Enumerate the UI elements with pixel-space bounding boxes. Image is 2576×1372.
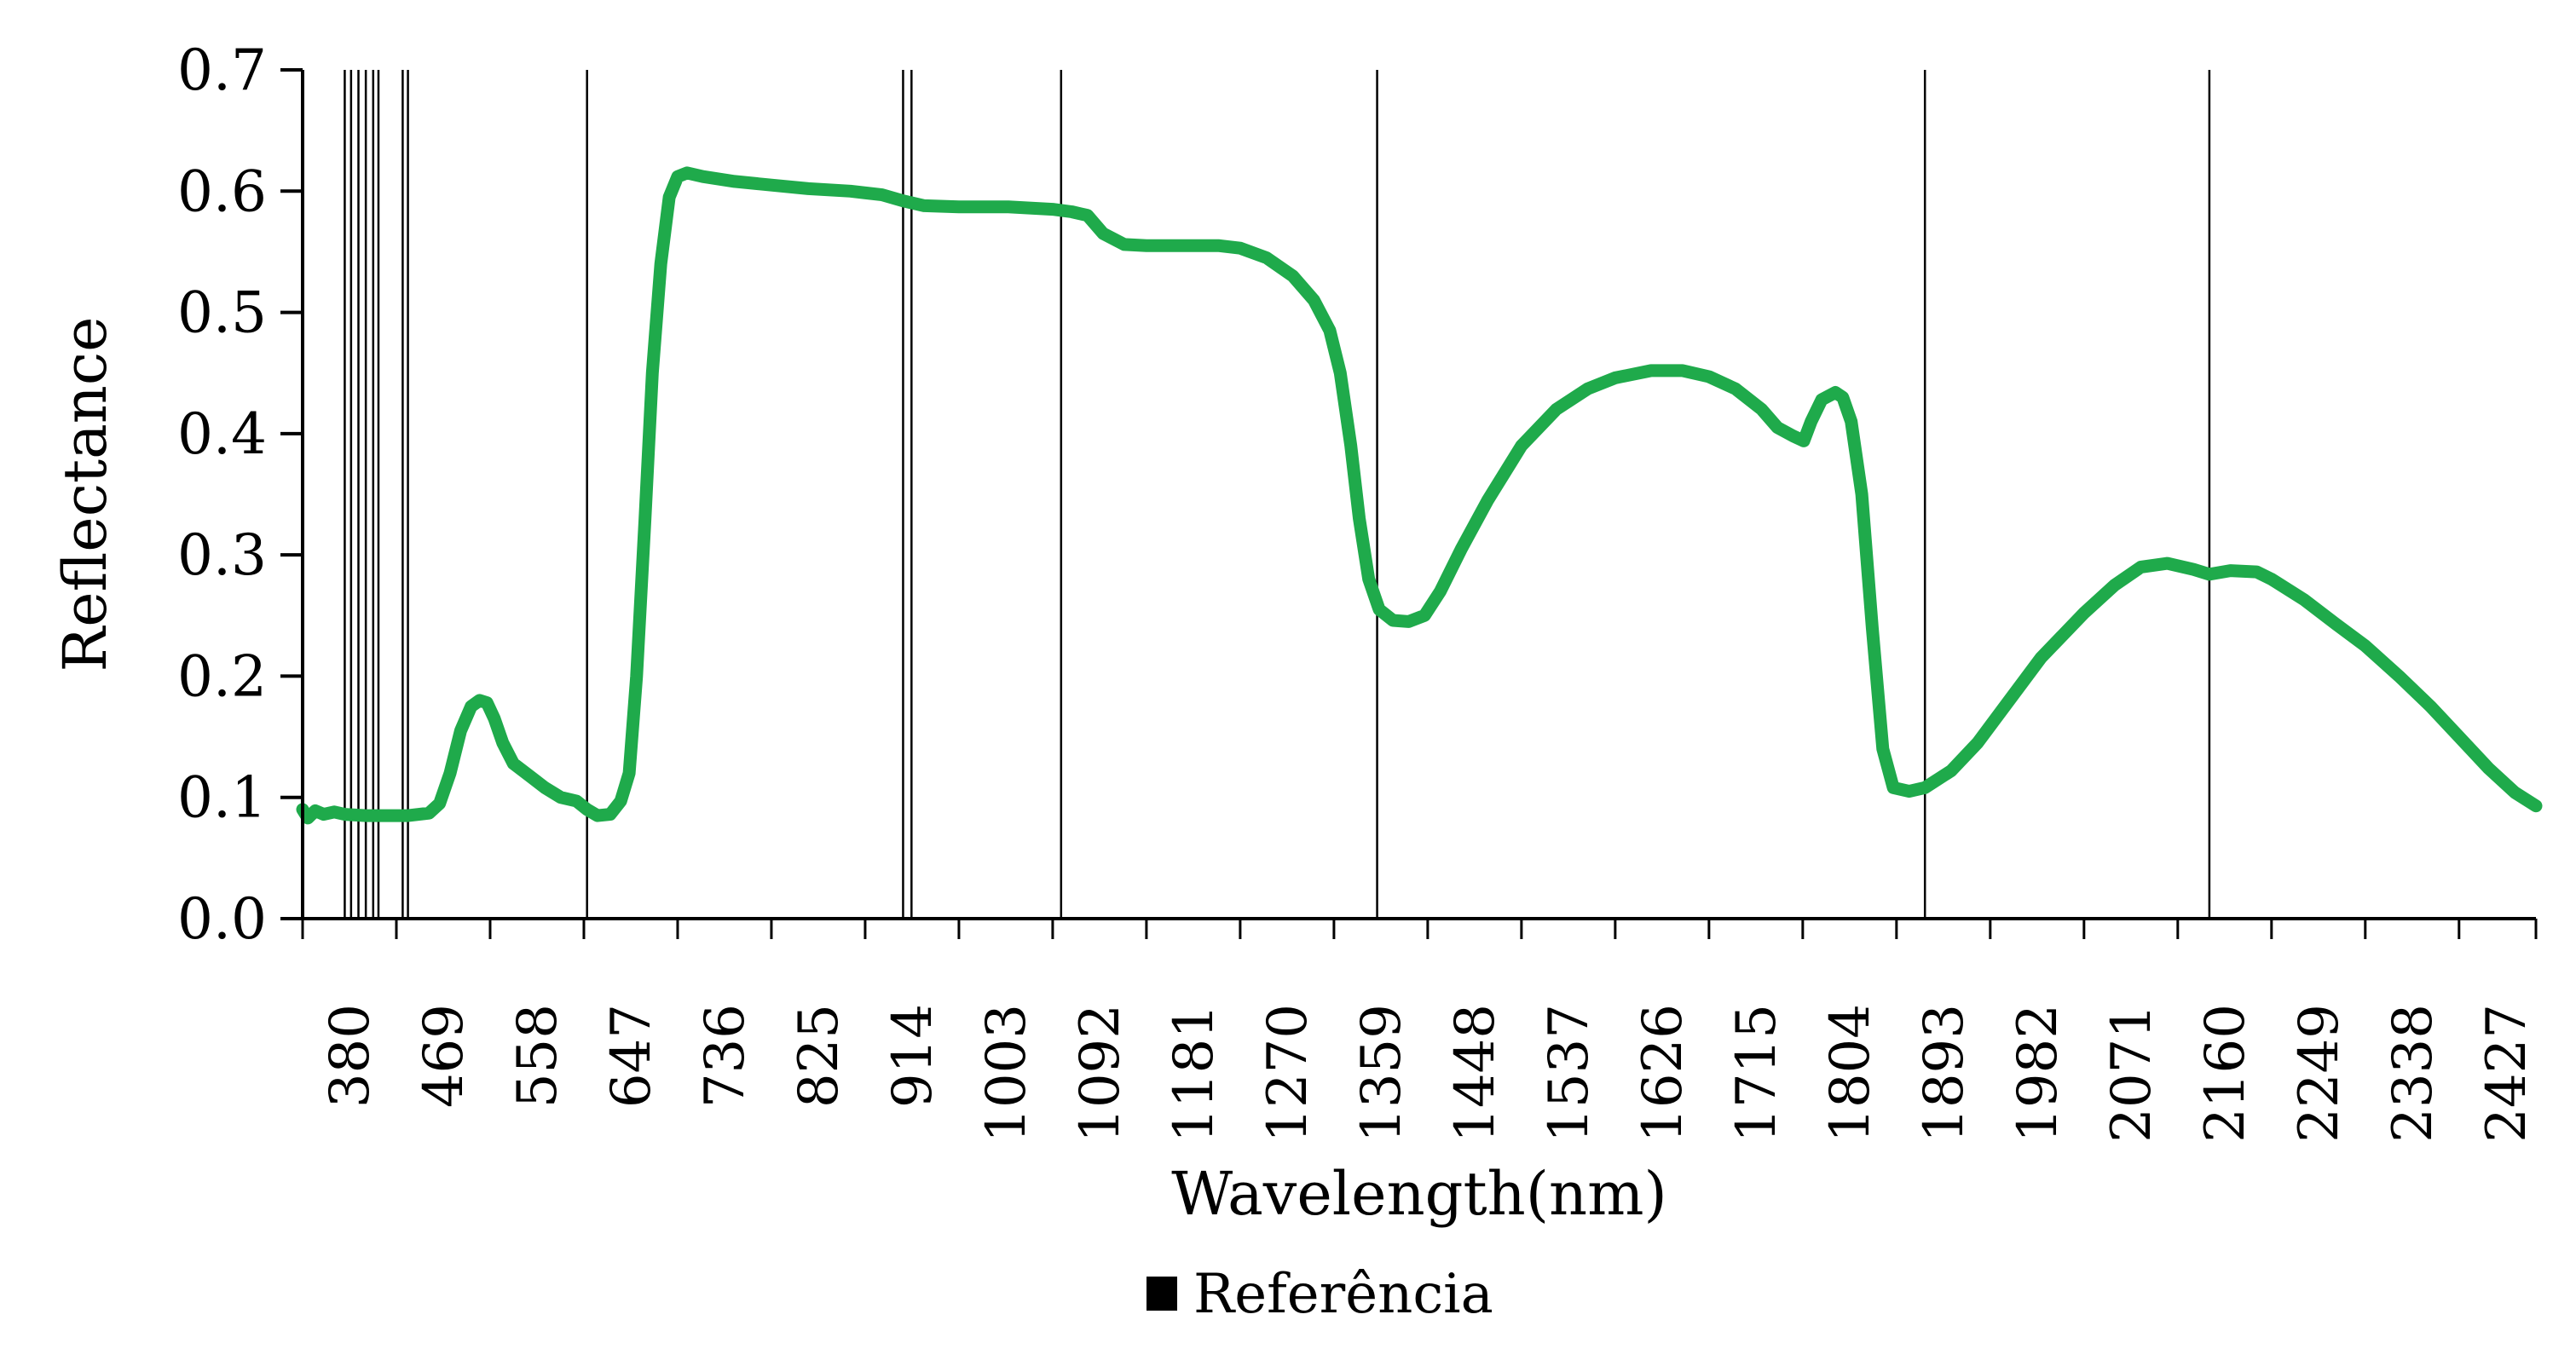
legend-label: Referência <box>1193 1263 1493 1326</box>
y-tick-label: 0.0 <box>177 886 267 952</box>
y-tick-label: 0.1 <box>177 765 267 831</box>
x-tick-label: 1181 <box>1163 1004 1226 1143</box>
y-tick-label: 0.6 <box>177 159 267 224</box>
x-tick-label: 1893 <box>1913 1004 1976 1143</box>
x-tick-label: 1092 <box>1069 1004 1132 1143</box>
y-ticks: 0.0 0.1 0.2 0.3 0.4 0.5 0.6 0.7 <box>177 37 303 952</box>
x-tick-label: 2427 <box>2475 1004 2538 1143</box>
y-tick-label: 0.3 <box>177 522 267 588</box>
x-tick-label: 736 <box>694 1004 757 1108</box>
legend: Referência <box>1146 1263 1493 1326</box>
axes <box>301 70 2536 920</box>
x-tick-label: 1626 <box>1632 1004 1695 1143</box>
x-tick-label: 1715 <box>1725 1004 1788 1143</box>
x-tick-label: 647 <box>600 1004 663 1108</box>
x-tick-label: 1003 <box>975 1004 1038 1143</box>
x-tick-label: 469 <box>413 1004 476 1108</box>
y-tick-label: 0.4 <box>177 401 267 467</box>
x-tick-label: 825 <box>788 1004 851 1108</box>
x-ticks: 380 469 558 647 736 825 914 1003 1092 1181 1270 135… <box>301 919 2538 1143</box>
x-tick-label: 1537 <box>1538 1004 1601 1143</box>
x-tick-label: 914 <box>881 1004 944 1108</box>
y-tick-label: 0.7 <box>177 37 267 103</box>
x-tick-label: 2071 <box>2100 1004 2163 1143</box>
x-tick-label: 2249 <box>2288 1004 2351 1143</box>
x-tick-label: 380 <box>319 1004 382 1108</box>
x-tick-label: 1804 <box>1819 1004 1882 1143</box>
x-tick-label: 2160 <box>2194 1004 2257 1143</box>
x-tick-label: 2338 <box>2382 1004 2445 1143</box>
y-axis-title: Reflectance <box>50 316 120 672</box>
x-tick-label: 558 <box>506 1004 569 1108</box>
x-tick-label: 1359 <box>1350 1004 1413 1143</box>
series-layer <box>296 166 2543 825</box>
x-tick-label: 1270 <box>1256 1004 1320 1143</box>
x-tick-label: 1982 <box>2007 1004 2070 1143</box>
series-line <box>296 166 2543 825</box>
x-tick-label: 1448 <box>1444 1004 1507 1143</box>
x-axis-title: Wavelength(nm) <box>1171 1159 1667 1229</box>
y-tick-label: 0.5 <box>177 280 267 346</box>
legend-swatch <box>1146 1277 1177 1311</box>
y-tick-label: 0.2 <box>177 643 267 709</box>
